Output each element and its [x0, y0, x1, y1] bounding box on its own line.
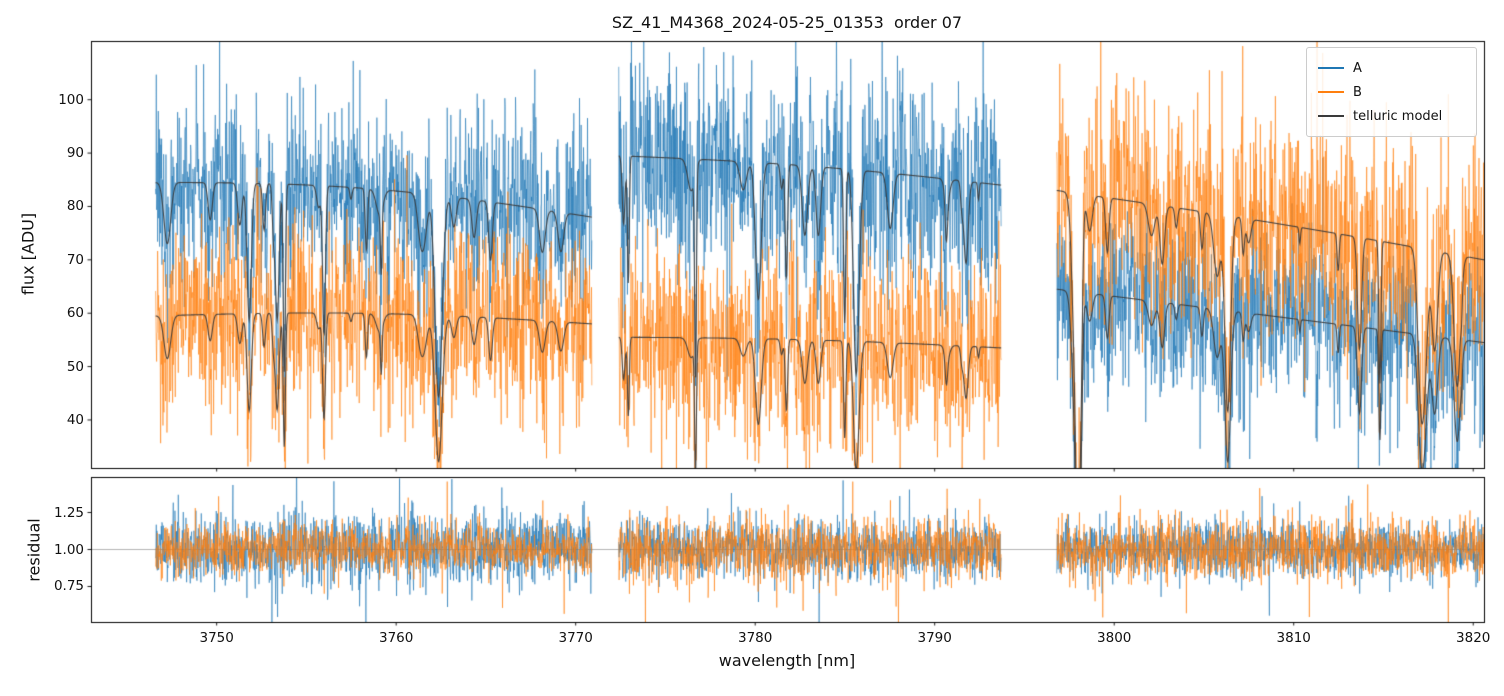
y-tick-label: 60 [66, 305, 84, 322]
y-tick-label: 70 [66, 251, 84, 268]
y-tick-label: 80 [66, 198, 84, 215]
legend-item-b: B [1318, 85, 1465, 100]
x-tick-label: 3810 [1276, 630, 1311, 646]
y-tick-label: 90 [66, 145, 84, 162]
series-a-line-swatch [1318, 67, 1344, 69]
y-tick-label: 1.00 [53, 541, 84, 558]
telluric-model-line-swatch [1318, 115, 1344, 117]
x-tick-label: 3780 [738, 630, 773, 646]
x-tick-label: 3800 [1097, 630, 1132, 646]
x-tick-label: 3750 [199, 630, 234, 646]
x-tick-label: 3760 [378, 630, 414, 646]
legend-label-a: A [1353, 60, 1362, 76]
y-tick-label: 1.25 [53, 504, 84, 521]
flux-axis-label: flux [ADU] [18, 212, 38, 296]
wavelength-axis-label: wavelength [nm] [718, 651, 856, 670]
residual-axis-label: residual [24, 518, 44, 582]
plot-title: SZ_41_M4368_2024-05-25_01353 order 07 [611, 13, 963, 32]
y-tick-label: 40 [66, 411, 84, 428]
legend-label-b: B [1353, 84, 1362, 100]
y-tick-label: 50 [66, 358, 84, 375]
legend: A B telluric model [1306, 47, 1477, 137]
legend-item-telluric-model: telluric model [1318, 109, 1465, 124]
x-tick-label: 3790 [917, 630, 952, 646]
series-b-line-swatch [1318, 91, 1344, 93]
x-tick-label: 3770 [558, 630, 593, 646]
x-tick-label: 3820 [1456, 630, 1491, 646]
y-tick-label: 0.75 [53, 578, 84, 595]
y-tick-label: 100 [58, 91, 84, 108]
legend-label-telluric-model: telluric model [1353, 108, 1443, 124]
legend-item-a: A [1318, 61, 1465, 76]
